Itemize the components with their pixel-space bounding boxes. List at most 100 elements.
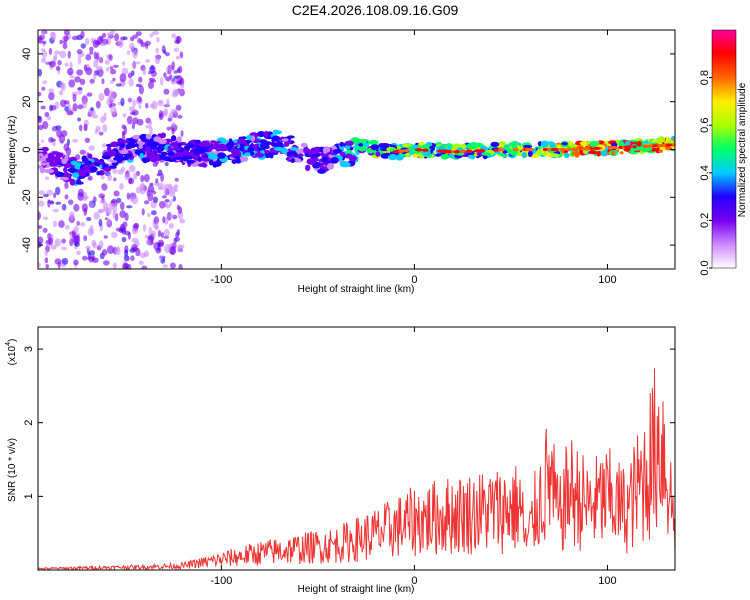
spectrogram-peak-cell [642, 144, 648, 148]
spectrogram-noise-cell [108, 54, 113, 61]
spectrogram-ridge-cell [41, 162, 47, 166]
spectrogram-noise-cell [68, 79, 76, 88]
spectrogram-noise-cell [38, 142, 41, 147]
spectrogram-ridge-cell [170, 142, 179, 147]
spectrogram-ridge-cell [96, 171, 101, 176]
spectrogram-ridge-cell [314, 162, 322, 167]
spectrogram-ridge-cell [177, 142, 182, 148]
snr-axes: -100 0 100 1 2 3 [23, 327, 675, 587]
spectrogram-noise-cell [60, 83, 65, 89]
spectrogram-ridge-cell [54, 157, 61, 162]
spectrogram-noise-cell [127, 264, 132, 269]
colorbar-label: Normalized spectral amplitude [737, 82, 748, 217]
spectrogram-noise-cell [59, 50, 67, 59]
spectrogram-noise-cell [173, 195, 176, 202]
spectrogram-noise-cell [115, 247, 121, 255]
spectrogram-peak-cell [632, 145, 637, 149]
spectrogram-ridge-cell [421, 150, 431, 156]
spectrogram-noise-cell [58, 220, 65, 228]
spectrogram-noise-cell [59, 99, 67, 108]
spectrogram-noise-cell [63, 143, 70, 152]
spectrogram-noise-cell [52, 140, 56, 147]
spectrogram-peak-cell [592, 146, 601, 150]
spectrogram-noise-cell [77, 87, 83, 91]
spectrogram-noise-cell [129, 42, 135, 51]
spectrogram-noise-cell [160, 77, 164, 86]
spectrogram-noise-cell [110, 200, 116, 204]
spectrogram-noise-cell [81, 203, 88, 212]
spectrogram-noise-cell [113, 190, 120, 197]
spectrogram-noise-cell [126, 205, 133, 209]
spectrogram-xtick-label: 0 [411, 274, 417, 286]
spectrogram-noise-cell [112, 204, 118, 213]
spectrogram-ridge-cell [290, 158, 296, 163]
spectrogram-ridge-cell [198, 148, 205, 154]
spectrogram-noise-cell [177, 114, 183, 119]
spectrogram-noise-cell [38, 200, 45, 207]
spectrogram-noise-cell [116, 197, 122, 204]
spectrogram-ridge-cell [641, 146, 648, 153]
spectrogram-noise-cell [64, 62, 69, 67]
spectrogram-noise-cell [41, 139, 45, 143]
spectrogram-noise-cell [151, 210, 157, 216]
spectrogram-ridge-cell [582, 149, 588, 154]
spectrogram-noise-cell [149, 126, 153, 135]
spectrogram-ridge-cell [145, 133, 152, 140]
spectrogram-peak-cell [474, 149, 482, 153]
spectrogram-ridge-cell [151, 154, 159, 162]
spectrogram-ridge-cell [217, 152, 227, 159]
spectrogram-noise-cell [42, 80, 48, 85]
spectrogram-ridge-cell [540, 140, 550, 148]
spectrogram-noise-cell [54, 258, 62, 265]
spectrogram-noise-cell [92, 39, 100, 48]
spectrogram-noise-cell [44, 257, 49, 264]
spectrogram-noise-cell [82, 255, 88, 261]
spectrogram-noise-cell [85, 54, 92, 61]
spectrogram-noise-cell [147, 185, 155, 193]
spectrogram-noise-cell [137, 96, 142, 103]
spectrogram-ridge-cell [231, 159, 238, 165]
spectrogram-peak-cell [665, 143, 673, 147]
spectrogram-noise-cell [153, 216, 160, 225]
spectrogram-noise-cell [128, 78, 134, 87]
spectrogram-noise-cell [54, 50, 61, 55]
spectrogram-ridge-cell [264, 130, 269, 138]
spectrogram-noise-cell [122, 36, 128, 41]
spectrogram-noise-cell [100, 43, 106, 47]
spectrogram-ridge-cell [339, 151, 346, 157]
spectrogram-noise-cell [64, 194, 69, 200]
spectrogram-noise-cell [135, 247, 141, 257]
spectrogram-peak-cell [618, 145, 624, 149]
spectrogram-noise-cell [138, 104, 142, 109]
spectrogram-noise-cell [163, 88, 170, 95]
spectrogram-noise-cell [157, 101, 164, 107]
spectrogram-noise-cell [88, 250, 96, 256]
spectrogram-noise-cell [166, 126, 172, 131]
spectrogram-noise-cell [160, 232, 165, 238]
spectrogram-noise-cell [41, 30, 46, 37]
spectrogram-ridge-cell [146, 151, 156, 156]
snr-xtick-label: -100 [210, 575, 232, 587]
spectrogram-noise-cell [38, 36, 43, 44]
spectrogram-noise-cell [38, 190, 45, 195]
spectrogram-ridge-cell [106, 149, 117, 157]
spectrogram-noise-cell [69, 61, 73, 70]
spectrogram-peak-cell [626, 145, 632, 149]
spectrogram-ridge-cell [344, 140, 354, 146]
spectrogram-ridge-cell [52, 151, 57, 155]
spectrogram-noise-cell [98, 240, 104, 249]
spectrogram-peak-cell [493, 148, 499, 152]
spectrogram-ridge-cell [200, 140, 211, 148]
spectrogram-ridge-cell [209, 144, 216, 150]
spectrogram-ylabel: Frequency (Hz) [7, 116, 18, 185]
spectrogram-peak-cell [542, 147, 549, 152]
spectrogram-noise-cell [55, 201, 62, 205]
spectrogram-noise-cell [164, 52, 170, 57]
spectrogram-noise-cell [77, 117, 81, 122]
spectrogram-ridge-cell [357, 139, 367, 144]
spectrogram-noise-cell [179, 51, 184, 59]
spectrogram-noise-cell [158, 110, 163, 118]
spectrogram-ridge-cell [579, 141, 587, 146]
spectrogram-noise-cell [110, 80, 114, 84]
spectrogram-ridge-cell [230, 147, 238, 155]
